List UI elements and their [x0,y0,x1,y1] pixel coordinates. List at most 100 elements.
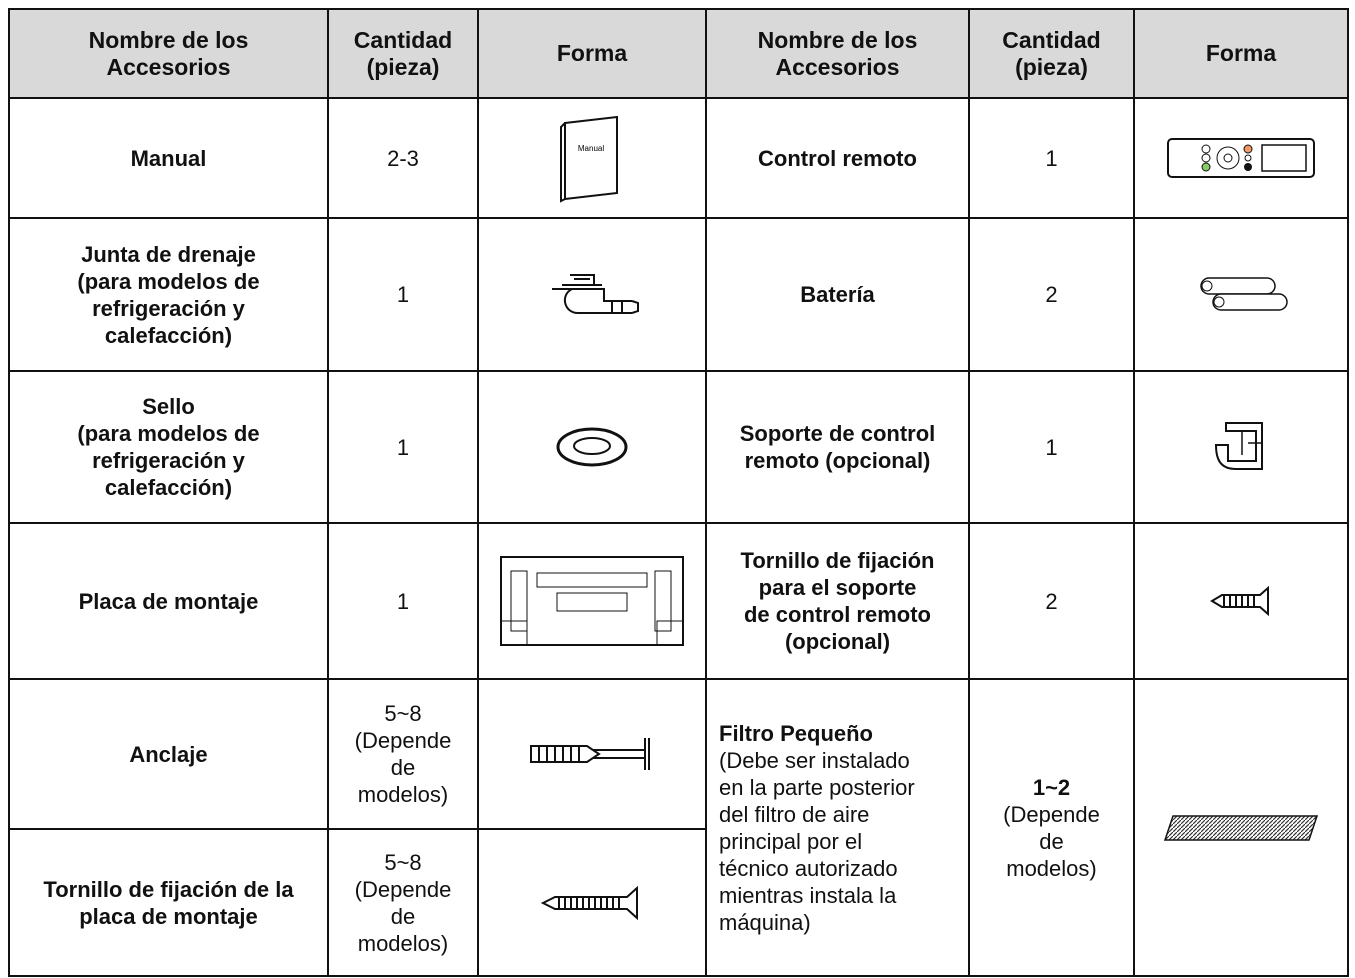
cell-line: (opcional) [784,629,891,654]
cell-line: calefacción) [104,475,233,500]
cell-line: 2 [1045,282,1058,307]
accessory-name: Tornillo de fijación de la placa de monta… [8,828,329,977]
quantity: 5~8 (Depende de modelos) [327,678,479,830]
cell-line: Tornillo de fijación de la [43,876,294,902]
shape [1133,217,1349,372]
table-row: Anclaje 5~8 (Depende de modelos) Filtro Peque… [8,678,1349,977]
quantity: 2 [968,522,1135,680]
quantity: 2 [968,217,1135,372]
quantity: 2-3 [327,97,479,219]
shape: Manual [477,97,707,219]
cell-line: 2 [1045,588,1058,614]
accessory-name: Soporte de control remoto (opcional) [705,370,970,524]
cell-line: (pieza) [1015,53,1088,80]
table-row: Junta de drenaje (para modelos de refriger… [8,217,1349,372]
cell-line: 5~8 [384,701,422,726]
cell-line: Junta de drenaje [81,241,256,267]
cell-line: (para modelos de [77,268,260,294]
cell-line: en la parte posterior [719,774,915,800]
cell-line: Batería [800,282,875,307]
battery-icon [1200,276,1288,311]
cell-line: 1 [1045,145,1058,171]
holder-icon [1214,422,1263,470]
cell-line: (Depende [354,728,452,753]
cell-line: placa de montaje [79,903,258,929]
cell-line: 2-3 [387,145,419,171]
accessory-name: Sello (para modelos de refrigeración y cale… [8,370,329,524]
table-row: Manual 2-3 Manual Control remoto 1 [8,97,1349,219]
cell-line: 1 [396,588,410,614]
quantity: 1 [327,217,479,372]
cell-line: (para modelos de [77,421,260,446]
cell-line: técnico autorizado [719,855,898,881]
shape [477,370,707,524]
cell-line: Nombre de los [88,26,249,53]
shape [477,217,707,372]
header-cell: Cantidad (pieza) [968,8,1135,99]
cell-line: Manual [130,145,207,171]
cell-line: Nombre de los [757,26,918,53]
cell-line: principal por el [719,828,863,854]
cell-line: modelos) [357,930,449,956]
anchor-icon [530,738,650,770]
cell-line: remoto (opcional) [744,448,931,473]
cell-line: (Debe ser instalado [719,747,910,773]
cell-line: Forma [556,40,628,66]
header-cell: Nombre de los Accesorios [8,8,329,99]
cell-line: (Depende [1003,801,1100,827]
drain-joint-icon [552,273,639,314]
cell-line: (pieza) [366,53,440,80]
cell-line: de control remoto [743,602,931,627]
quantity: 1 [327,370,479,524]
quantity: 1 [968,370,1135,524]
shape [1133,522,1349,680]
cell-line: calefacción) [104,322,233,348]
header-cell: Forma [1133,8,1349,99]
accessories-table: Nombre de los Accesorios Cantidad (pieza) Fo… [8,8,1349,977]
cell-line: Cantidad [353,26,453,53]
shape [477,828,707,977]
shape [477,678,707,830]
shape [477,522,707,680]
table-row: Placa de montaje 1 Tornillo de fijación par… [8,522,1349,680]
cell-line: Sello [142,394,195,419]
cell-line: 1~2 [1032,774,1071,800]
accessory-name: Manual [8,97,329,219]
cell-line: del filtro de aire [719,801,870,827]
header-cell: Cantidad (pieza) [327,8,479,99]
accessory-name: Anclaje [8,678,329,830]
filter-icon [1163,814,1319,841]
cell-line: 1 [396,282,410,307]
cell-line: Anclaje [129,741,208,767]
cell-line: máquina) [719,909,811,935]
cell-line: 1 [1045,434,1058,460]
cell-line: Control remoto [758,145,917,171]
cell-line: 5~8 [384,849,422,875]
quantity: 5~8 (Depende de modelos) [327,828,479,977]
quantity: 1~2 (Depende de modelos) [968,678,1135,977]
cell-line: refrigeración y [92,295,245,321]
screw-icon [540,885,638,920]
header-cell: Forma [477,8,707,99]
quantity: 1 [968,97,1135,219]
shape [1133,678,1349,977]
shape [1133,370,1349,524]
accessory-name: Batería [705,217,970,372]
accessory-name: Placa de montaje [8,522,329,680]
cell-line: Tornillo de fijación [740,548,935,573]
cell-line: Accesorios [106,53,231,80]
cell-line: mientras instala la [719,882,897,908]
accessory-name: Junta de drenaje (para modelos de refriger… [8,217,329,372]
cell-line: para el soporte [758,575,917,600]
manual-icon-text: Manual [578,144,604,153]
cell-line: modelos) [357,782,449,807]
cell-line: refrigeración y [92,448,245,473]
quantity: 1 [327,522,479,680]
cell-line: de [1039,828,1064,854]
cell-line: Soporte de control [739,421,936,446]
accessory-name: Control remoto [705,97,970,219]
cell-line: de [390,755,416,780]
cell-line: 1 [396,434,410,460]
cell-line: Accesorios [775,53,900,80]
